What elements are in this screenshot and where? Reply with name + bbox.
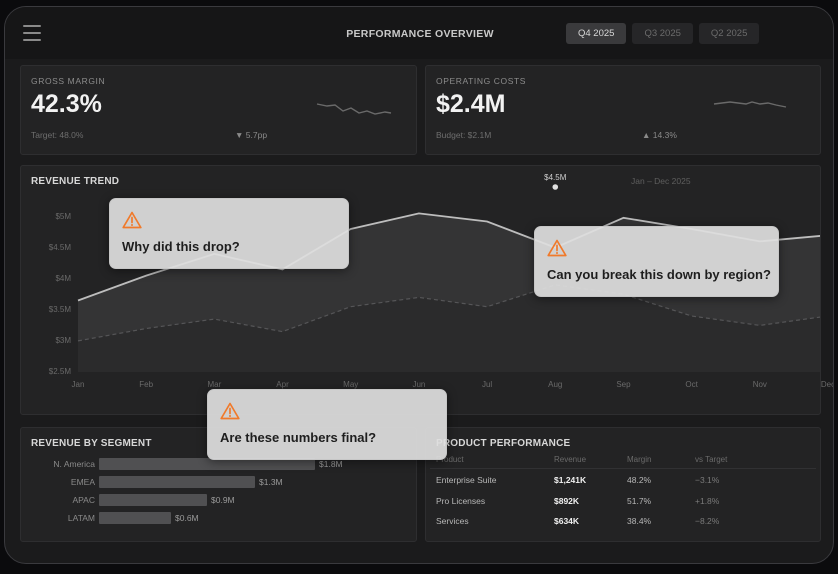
kpi-label: GROSS MARGIN <box>31 76 106 86</box>
table-cell-product: Services <box>436 516 469 526</box>
x-tick-label: Jun <box>412 380 426 389</box>
segment-label: EMEA <box>70 477 95 487</box>
x-tick-label: Dec <box>820 380 834 389</box>
table-cell-margin: 51.7% <box>627 496 652 506</box>
col-header-margin: Margin <box>627 455 652 464</box>
table-cell-margin: 48.2% <box>627 475 652 485</box>
segment-bar <box>99 512 171 524</box>
chart-title: REVENUE TREND <box>31 176 120 187</box>
table-cell-vs-target: −3.1% <box>695 475 720 485</box>
tab-q3-2025[interactable]: Q3 2025 <box>632 23 693 44</box>
callout-text: Are these numbers final? <box>220 430 377 445</box>
table-cell-revenue: $1,241K <box>554 475 587 485</box>
x-tick-label: Jan <box>71 380 85 389</box>
tab-q4-2025[interactable]: Q4 2025 <box>566 23 627 44</box>
callout-region-breakdown[interactable]: Can you break this down by region? <box>534 226 779 297</box>
segment-bar <box>99 494 207 506</box>
y-tick-label: $3M <box>55 335 71 345</box>
x-tick-label: Aug <box>548 380 563 389</box>
secondary-area <box>78 284 820 372</box>
kpi-label: OPERATING COSTS <box>436 76 527 86</box>
x-tick-label: Feb <box>139 380 154 389</box>
table-cell-revenue: $892K <box>554 496 580 506</box>
x-tick-label: Jul <box>481 380 493 389</box>
table-cell-vs-target: +1.8% <box>695 496 720 506</box>
x-tick-label: Sep <box>616 380 631 389</box>
col-header-product: Product <box>436 455 464 464</box>
x-tick-label: May <box>343 380 359 389</box>
kpi-delta: ▲ 14.3% <box>642 130 677 140</box>
table-cell-margin: 38.4% <box>627 516 652 526</box>
callout-numbers-final[interactable]: Are these numbers final? <box>207 389 447 460</box>
x-tick-label: Oct <box>685 380 698 389</box>
x-tick-label: Apr <box>276 380 289 389</box>
table-cell-revenue: $634K <box>554 516 580 526</box>
tab-q2-2025[interactable]: Q2 2025 <box>698 23 760 44</box>
y-tick-label: $2.5M <box>48 367 71 376</box>
kpi-card-gross-margin: GROSS MARGIN 42.3% Target: 48.0% ▼ 5.7pp <box>20 65 417 155</box>
warning-triangle-icon <box>220 402 240 420</box>
y-tick-label: $3.5M <box>48 304 71 314</box>
peak-data-label: $4.5M <box>544 173 567 182</box>
table-cell-vs-target: −8.2% <box>695 516 720 526</box>
table-cell-product: Enterprise Suite <box>436 475 497 485</box>
segment-label: APAC <box>72 495 95 505</box>
kpi-card-operating-costs: OPERATING COSTS $2.4M Budget: $2.1M ▲ 14… <box>425 65 821 155</box>
sparkline-operating-costs <box>713 101 787 108</box>
period-tabs: Q4 2025 Q3 2025 Q2 2025 <box>566 23 760 44</box>
callout-text: Why did this drop? <box>122 239 240 254</box>
col-header-revenue: Revenue <box>554 455 587 464</box>
segment-label: N. America <box>53 459 95 469</box>
segment-bar <box>99 458 315 470</box>
section-title: REVENUE BY SEGMENT <box>31 438 152 449</box>
sparkline-gross-margin <box>316 103 392 115</box>
table-divider <box>430 468 816 469</box>
y-tick-label: $4M <box>55 273 71 283</box>
table-cell-product: Pro Licenses <box>436 496 486 506</box>
chart-subtitle: Jan – Dec 2025 <box>631 176 691 186</box>
kpi-target: Target: 48.0% <box>31 130 84 140</box>
warning-triangle-icon <box>547 239 567 257</box>
top-bar: PERFORMANCE OVERVIEW Q4 2025 Q3 2025 Q2 … <box>5 7 833 59</box>
secondary-series-line <box>77 284 820 342</box>
segment-value: $0.6M <box>175 513 199 523</box>
x-tick-label: Mar <box>207 380 222 389</box>
x-tick-label: Nov <box>752 380 767 389</box>
callout-text: Can you break this down by region? <box>547 267 771 282</box>
kpi-value: 42.3% <box>31 90 102 118</box>
warning-triangle-icon <box>122 211 142 229</box>
y-tick-label: $4.5M <box>48 242 71 252</box>
segment-value: $1.3M <box>259 477 283 487</box>
y-tick-label: $5M <box>55 211 71 221</box>
segment-value: $1.8M <box>319 459 343 469</box>
kpi-delta: ▼ 5.7pp <box>235 130 268 140</box>
col-header-vs-target: vs Target <box>695 455 728 464</box>
callout-why-drop[interactable]: Why did this drop? <box>109 198 349 269</box>
kpi-value: $2.4M <box>436 90 506 118</box>
segment-bar <box>99 476 255 488</box>
segment-label: LATAM <box>67 513 95 523</box>
page-title: PERFORMANCE OVERVIEW <box>346 28 494 40</box>
hamburger-menu-icon[interactable] <box>23 25 41 41</box>
product-performance-card: PRODUCT PERFORMANCE Product Revenue Marg… <box>425 427 821 542</box>
kpi-budget: Budget: $2.1M <box>436 130 492 140</box>
peak-point <box>552 184 559 190</box>
section-title: PRODUCT PERFORMANCE <box>436 438 571 449</box>
segment-value: $0.9M <box>211 495 235 505</box>
